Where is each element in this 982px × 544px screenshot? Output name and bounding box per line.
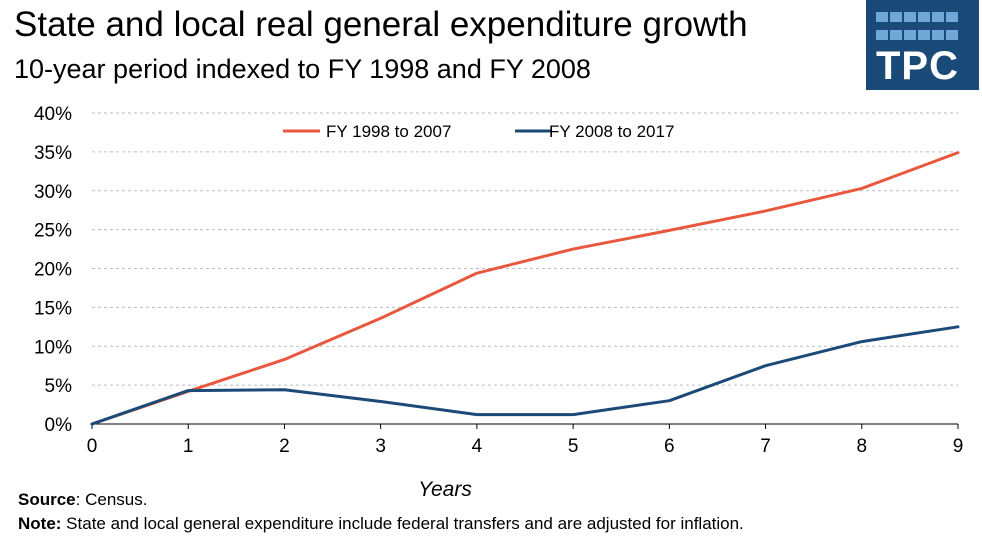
x-tick-label: 1 bbox=[183, 436, 194, 457]
source-text: : Census. bbox=[75, 490, 148, 509]
legend-label: FY 1998 to 2007 bbox=[326, 122, 451, 141]
y-tick-label: 5% bbox=[45, 376, 73, 397]
chart-subtitle: 10-year period indexed to FY 1998 and FY… bbox=[14, 54, 591, 84]
x-tick-label: 7 bbox=[760, 436, 771, 457]
tpc-logo: TPC bbox=[866, 0, 979, 90]
x-tick-label: 8 bbox=[856, 436, 867, 457]
y-tick-label: 15% bbox=[34, 298, 72, 319]
x-tick-label: 9 bbox=[953, 436, 964, 457]
x-tick-label: 6 bbox=[664, 436, 675, 457]
chart-title: State and local real general expenditure… bbox=[14, 5, 748, 44]
y-tick-label: 30% bbox=[34, 182, 72, 203]
x-tick-label: 0 bbox=[87, 436, 98, 457]
source-label: Source bbox=[18, 490, 76, 509]
source-note: Source: Census. bbox=[18, 490, 147, 510]
y-tick-label: 10% bbox=[34, 337, 72, 358]
y-tick-label: 20% bbox=[34, 260, 72, 281]
y-tick-label: 35% bbox=[34, 143, 72, 164]
note-label: Note: bbox=[18, 514, 62, 533]
series-line-1 bbox=[90, 151, 960, 426]
legend-label: FY 2008 to 2017 bbox=[549, 122, 674, 141]
y-tick-label: 40% bbox=[34, 104, 72, 125]
x-tick-label: 4 bbox=[472, 436, 483, 457]
note-text: Note: State and local general expenditur… bbox=[18, 514, 744, 534]
note-body: State and local general expenditure incl… bbox=[61, 514, 744, 533]
logo-tile-grid bbox=[876, 12, 972, 48]
x-tick-label: 5 bbox=[568, 436, 579, 457]
logo-text: TPC bbox=[876, 44, 959, 88]
series-line-2 bbox=[90, 325, 960, 426]
y-tick-label: 25% bbox=[34, 221, 72, 242]
x-tick-label: 2 bbox=[279, 436, 290, 457]
x-tick-label: 3 bbox=[375, 436, 386, 457]
y-tick-label: 0% bbox=[45, 415, 73, 436]
x-axis-title: Years bbox=[418, 478, 472, 501]
